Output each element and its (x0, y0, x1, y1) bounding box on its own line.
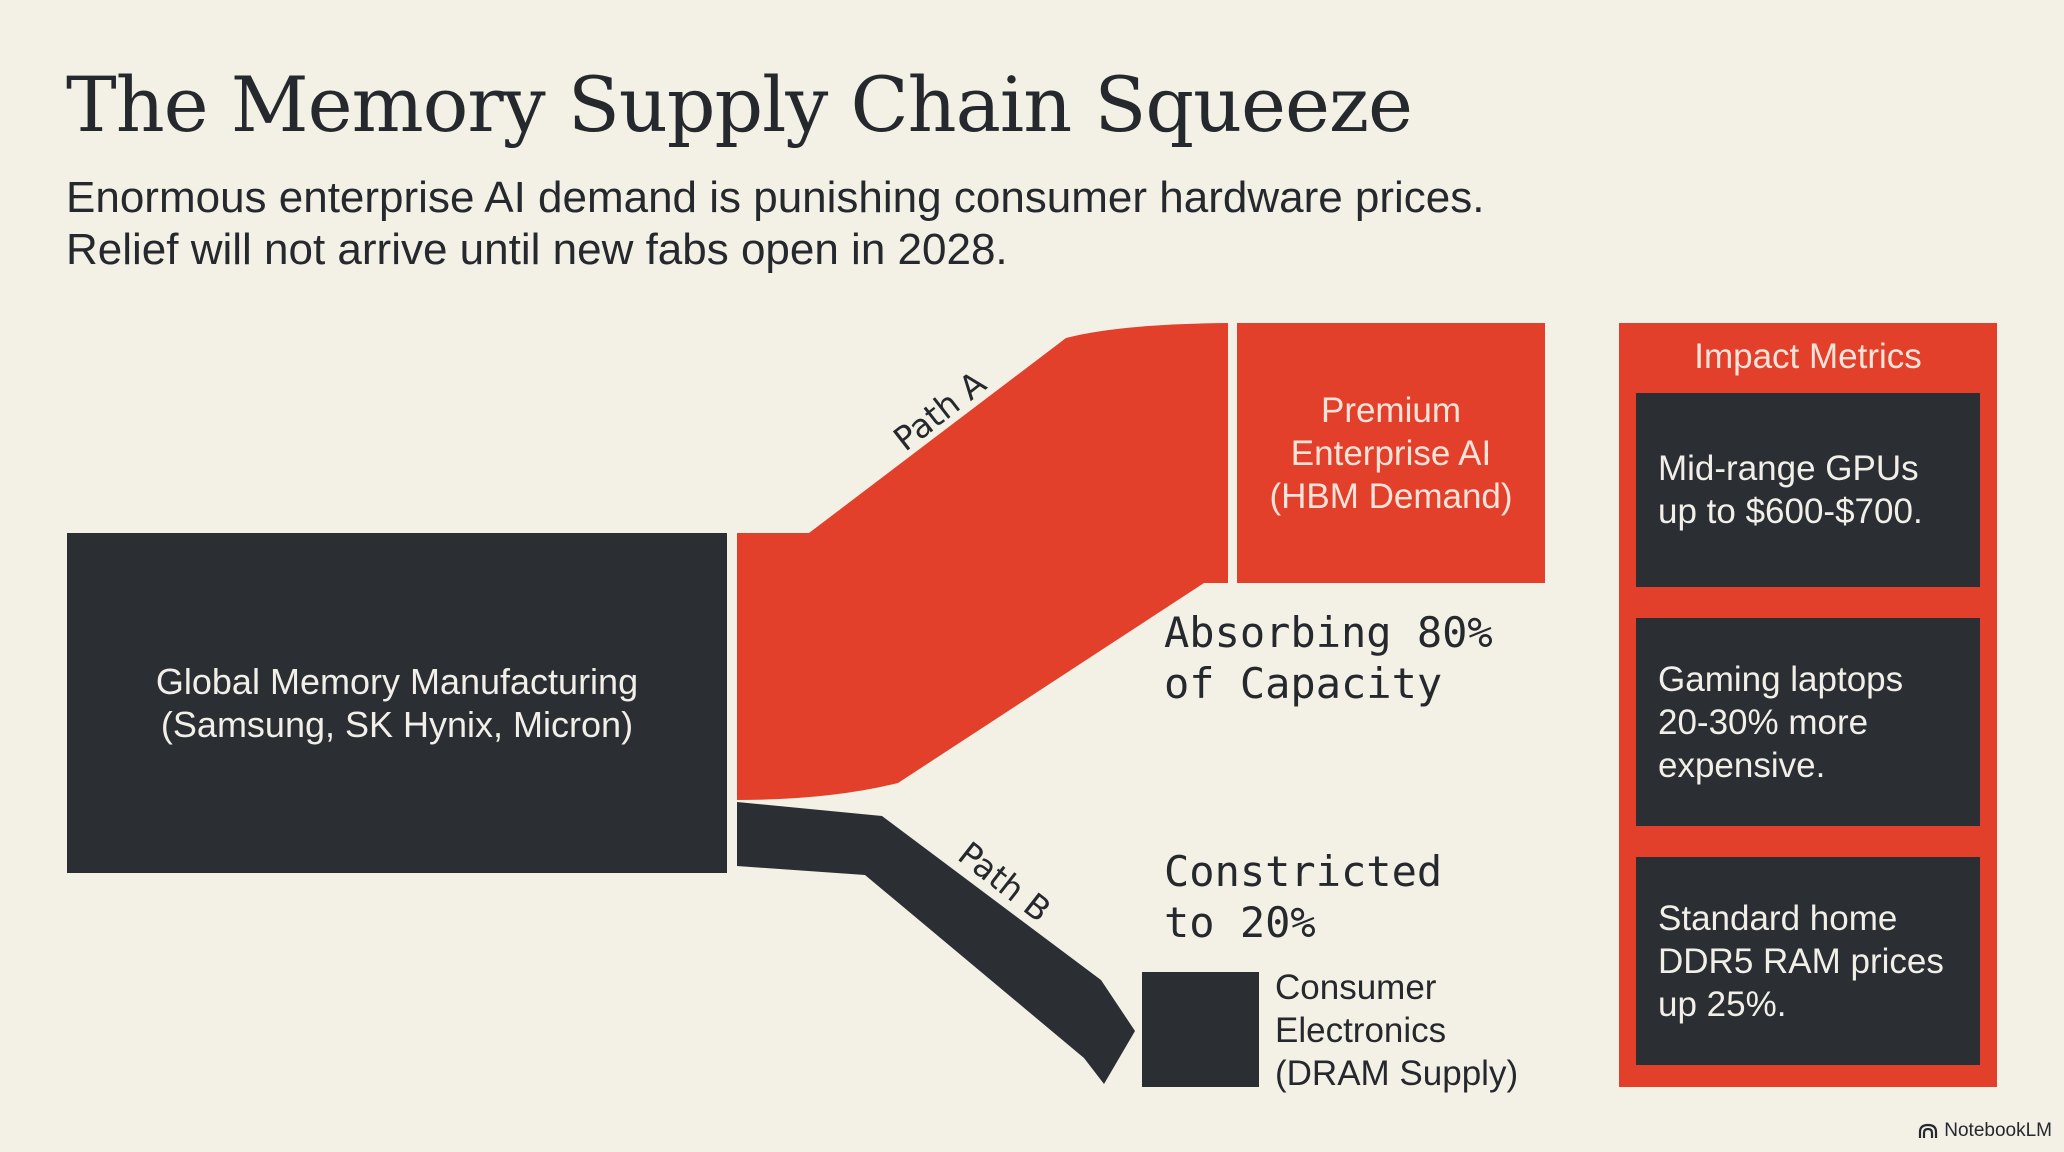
metric-card-line: expensive. (1658, 745, 1826, 785)
source-label-line-1: Global Memory Manufacturing (155, 661, 639, 702)
metric-card-gpu: Mid-range GPUs up to $600-$700. (1636, 393, 1980, 587)
metric-card-line: Standard home (1658, 898, 1898, 938)
metric-card-line: Gaming laptops (1658, 659, 1904, 699)
brand-watermark: NotebookLM (1918, 1120, 2052, 1142)
path-b-note-line-2: to 20% (1164, 898, 1316, 947)
path-b-flow (737, 802, 1135, 1084)
brand-name: NotebookLM (1944, 1120, 2052, 1141)
path-b-note-line-1: Constricted (1164, 847, 1443, 896)
consumer-label-line-2: Electronics (1275, 1011, 1447, 1050)
impact-metrics-title: Impact Metrics (1694, 337, 1922, 376)
metric-card-line: 20-30% more (1658, 702, 1869, 742)
page-subtitle: Enormous enterprise AI demand is punishi… (66, 172, 1485, 276)
enterprise-ai-block: Premium Enterprise AI (HBM Demand) (1237, 323, 1545, 583)
consumer-label-line-3: (DRAM Supply) (1275, 1054, 1519, 1093)
page-title: The Memory Supply Chain Squeeze (66, 60, 1413, 149)
subtitle-line-2: Relief will not arrive until new fabs op… (66, 225, 1008, 274)
path-b-share-note: Constricted to 20% (1164, 846, 1442, 948)
notebooklm-logo-icon (1919, 1123, 1938, 1138)
path-a-share-note: Absorbing 80% of Capacity (1164, 607, 1493, 709)
consumer-electronics-label: Consumer Electronics (DRAM Supply) (1275, 966, 1518, 1095)
enterprise-ai-label-line-2: Enterprise AI (1290, 433, 1492, 473)
consumer-electronics-block (1142, 972, 1259, 1087)
metric-card-laptops: Gaming laptops 20-30% more expensive. (1636, 618, 1980, 826)
metric-card-ram: Standard home DDR5 RAM prices up 25%. (1636, 857, 1980, 1065)
enterprise-ai-label-line-3: (HBM Demand) (1269, 476, 1513, 516)
metric-card-line: Mid-range GPUs (1658, 449, 1919, 488)
impact-metrics-panel: Impact Metrics Mid-range GPUs up to $600… (1619, 323, 1997, 1087)
enterprise-ai-label-line-1: Premium (1320, 390, 1461, 430)
metric-card-line: up 25%. (1658, 984, 1787, 1024)
consumer-label-line-1: Consumer (1275, 968, 1437, 1007)
path-a-flow (737, 323, 1228, 800)
path-a-note-line-1: Absorbing 80% (1164, 608, 1493, 657)
subtitle-line-1: Enormous enterprise AI demand is punishi… (66, 173, 1485, 222)
path-a-note-line-2: of Capacity (1164, 659, 1443, 708)
source-label-line-2: (Samsung, SK Hynix, Micron) (160, 704, 634, 745)
metric-card-line: up to $600-$700. (1658, 492, 1923, 531)
source-manufacturing-block: Global Memory Manufacturing (Samsung, SK… (67, 533, 727, 873)
metric-card-line: DDR5 RAM prices (1658, 941, 1944, 981)
